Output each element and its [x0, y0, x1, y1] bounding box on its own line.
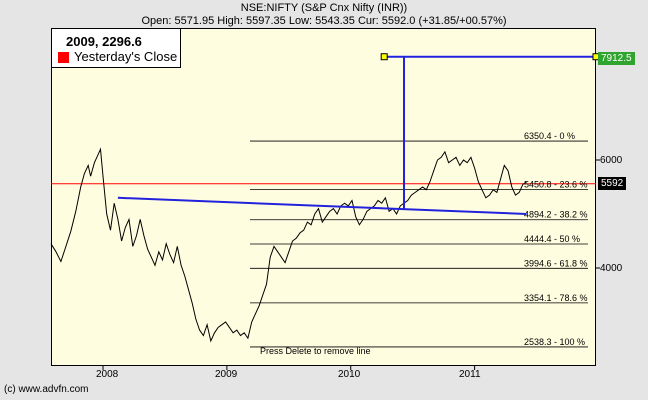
y-tick-label: 4000 [600, 263, 623, 274]
trend-line [117, 196, 527, 215]
legend-swatch [58, 52, 69, 63]
legend-label-yesterday-close: Yesterday's Close [74, 49, 178, 64]
fib-level-label: 5450.8 - 23.6 % [524, 180, 588, 190]
x-tick-label: 2010 [338, 369, 361, 380]
fib-level-label: 2538.3 - 100 % [524, 337, 585, 347]
line-handle[interactable] [380, 53, 388, 61]
legend-box: 2009, 2296.6 Yesterday's Close [51, 28, 181, 68]
x-tick-label: 2009 [215, 369, 238, 380]
instruction-text: Press Delete to remove line [260, 346, 371, 356]
fib-level-label: 3354.1 - 78.6 % [524, 293, 588, 303]
line-price-tag: 7912.5 [598, 52, 635, 65]
ohlc-summary: Open: 5571.95 High: 5597.35 Low: 5543.35… [141, 15, 507, 27]
fib-level-label: 4894.2 - 38.2 % [524, 210, 588, 220]
legend-title: 2009, 2296.6 [66, 34, 142, 49]
fib-level-label: 4444.4 - 50 % [524, 234, 580, 244]
plot-area[interactable] [51, 28, 596, 366]
fib-level-label: 3994.6 - 61.8 % [524, 258, 588, 268]
x-tick-label: 2011 [459, 369, 481, 380]
y-tick-label: 6000 [600, 155, 623, 166]
copyright-footer: (c) www.advfn.com [4, 384, 89, 395]
current-price-tag: 5592 [598, 177, 627, 190]
fib-level-label: 6350.4 - 0 % [524, 131, 575, 141]
x-tick-label: 2008 [96, 369, 119, 380]
chart-title: NSE:NIFTY (S&P Cnx Nifty (INR)) [240, 2, 408, 14]
price-series-line [50, 147, 527, 343]
